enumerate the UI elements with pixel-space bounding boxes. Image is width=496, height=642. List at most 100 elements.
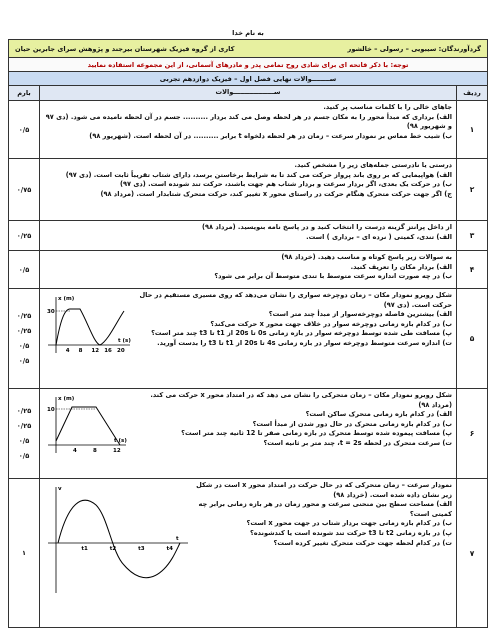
- graph-x-tick: 4: [66, 348, 70, 354]
- question-line: ب) شیب خط مماس بر نمودار سرعت – زمان در …: [89, 131, 452, 140]
- question-line: ت) در کدام لحظه جهت حرکت متحرک تغییر کرد…: [273, 538, 452, 547]
- question-row: ۲ درستی یا نادرستی جمله‌های زیر را مشخص ک…: [8, 158, 488, 220]
- row-number: ۵: [456, 289, 487, 388]
- graph-x-tick: t1: [81, 546, 88, 552]
- question-row: ۵ x (m) t (s) 30 4 8 12 16 20 شکل روبرو نمودار مک…: [8, 288, 488, 388]
- question-line: پ) مسافت پیموده شده توسط متحرک در بازه ز…: [181, 429, 452, 438]
- question: v t t1 t2 t3 t4 نمودار سرعت – زمان متحرکی که د…: [40, 479, 456, 627]
- score: ۰/۵: [18, 452, 30, 460]
- question-line: ت) اندازه سرعت متوسط دوچرخه سوار در بازه…: [157, 338, 452, 347]
- question-line: الف) در کدام بازه زمانی متحرک ساکن است؟: [305, 410, 452, 419]
- graph-x-tick: t2: [110, 546, 117, 552]
- curve: [57, 499, 181, 579]
- exam-title: ســــــــوالات نهایی فصل اول – فیزیک دوا…: [8, 71, 488, 85]
- row-number: ۲: [456, 159, 487, 220]
- col-number: ردیف: [456, 86, 487, 100]
- score: ۰/۵: [18, 437, 30, 445]
- graph-x-label: t (s): [114, 438, 127, 444]
- authors: گردآورندگان: سیبویی – رسولی – خالشور: [347, 44, 481, 53]
- curve: [55, 406, 121, 446]
- graph-x-label: t (s): [118, 338, 131, 344]
- question-line: ت) سرعت متحرک در لحظه t = 2s، چند متر بر…: [263, 438, 452, 447]
- col-questions: ســــــــــــــــــوالات: [215, 88, 281, 96]
- question: به سوالات زیر پاسخ کوتاه و مناسب دهید. (…: [40, 251, 456, 288]
- question-line: جاهای خالی را با کلمات مناسب پر کنید.: [323, 103, 452, 111]
- score: ۰/۲۵: [16, 327, 32, 335]
- graph-y-tick: 10: [47, 407, 55, 413]
- graph-y-label: v: [58, 486, 62, 492]
- scores: ۰/۵: [9, 251, 40, 288]
- graph: x (m) t (s) 30 4 8 12 16 20: [47, 296, 131, 354]
- curve: [55, 308, 125, 346]
- note: توجه: با ذکر فاتحه ای برای شادی روح تمام…: [8, 57, 488, 71]
- graph-x-tick: t4: [166, 546, 173, 552]
- score: ۰/۵: [18, 265, 30, 274]
- row-number: ۱: [456, 101, 487, 158]
- scores: ۰/۲۵ ۰/۲۵ ۰/۵ ۰/۵: [9, 389, 40, 478]
- question-line: پ) در بازه زمانی t2 تا t3 حرکت تند شونده…: [249, 528, 452, 537]
- question-row: ۱ جاهای خالی را با کلمات مناسب پر کنید. ال…: [8, 100, 488, 158]
- graph: v t t1 t2 t3 t4: [48, 486, 188, 593]
- question: x (m) t (s) 30 4 8 12 16 20 شکل روبرو نمودار مکا…: [40, 289, 456, 388]
- graph-x-tick: 4: [73, 448, 77, 454]
- group: کاری از گروه فیزیک شهرستان بیرجند و پژوه…: [15, 44, 235, 53]
- question-row: ۶ x (m) t (s) 10 4 8 12 شکل روبرو نمودار مکان –…: [8, 388, 488, 478]
- score: ۰/۵: [18, 357, 30, 365]
- column-header: ردیف ســــــــــــــــــوالات بارم: [8, 85, 488, 100]
- graph-x-tick: 16: [104, 348, 112, 354]
- scores: ۱: [9, 479, 40, 627]
- question-line: الف) بیشترین فاصله دوچرخه‌سوار از مبدأ چ…: [268, 310, 452, 319]
- question-line: الف) برداری که مبدأ محور را به مکان جسم …: [45, 112, 452, 131]
- graph-x-tick: t3: [138, 546, 145, 552]
- question-line: ب) در حرکت یک بعدی، اگر بردار سرعت و برد…: [119, 180, 452, 189]
- row-number: ۷: [456, 479, 487, 627]
- question-line: از داخل پرانتز گزینه درست را انتخاب کنید…: [202, 223, 452, 231]
- question-line: نمودار سرعت – زمان متحرکی که در حال حرکت…: [196, 481, 452, 499]
- scores: ۰/۷۵: [9, 159, 40, 220]
- question-line: ب) در کدام بازه زمانی دوچرخه سوار در خلا…: [210, 319, 452, 328]
- header-band: گردآورندگان: سیبویی – رسولی – خالشور کار…: [8, 39, 488, 57]
- graph: x (m) t (s) 10 4 8 12: [47, 396, 127, 454]
- question-line: پ) مسافت طی شده توسط دوچرخه سوار در بازه…: [151, 329, 452, 338]
- score: ۰/۲۵: [16, 312, 32, 320]
- question: از داخل پرانتز گزینه درست را انتخاب کنید…: [40, 221, 456, 250]
- question-line: الف) مساحت سطح بین منحنی سرعت و محور زما…: [198, 500, 452, 518]
- question-line: ب) در کدام بازه زمانی جهت بردار شتاب در …: [246, 519, 452, 528]
- question-line: درستی یا نادرستی جمله‌های زیر را مشخص کن…: [294, 161, 452, 169]
- question-row: ۴ به سوالات زیر پاسخ کوتاه و مناسب دهید. …: [8, 250, 488, 288]
- question-line: به سوالات زیر پاسخ کوتاه و مناسب دهید. (…: [281, 253, 452, 261]
- row-number: ۶: [456, 389, 487, 478]
- score: ۱: [21, 549, 27, 557]
- score: ۰/۲۵: [16, 407, 32, 415]
- question-line: الف) هواپیمایی که بر روی باند پرواز حرکت…: [65, 170, 452, 179]
- score: ۰/۵: [18, 125, 30, 134]
- question: درستی یا نادرستی جمله‌های زیر را مشخص کن…: [40, 159, 456, 220]
- graph-x-tick: 8: [79, 348, 83, 354]
- col-score: بارم: [9, 86, 40, 100]
- basmala: به نام خدا: [232, 28, 264, 37]
- question-line: الف) بردار مکان را تعریف کنید.: [350, 262, 452, 271]
- graph-x-tick: 8: [93, 448, 97, 454]
- graph-x-tick: 12: [113, 448, 121, 454]
- question-row: ۷ v t t1 t2 t3 t4 نمودار سرعت – زمان متحرکی که …: [8, 478, 488, 628]
- score: ۰/۵: [18, 342, 30, 350]
- question-line: شکل روبرو نمودار مکان – زمان متحرکی را ن…: [150, 391, 452, 409]
- graph-y-label: x (m): [58, 396, 75, 402]
- question: x (m) t (s) 10 4 8 12 شکل روبرو نمودار مکان – …: [40, 389, 456, 478]
- row-number: ۳: [456, 221, 487, 250]
- score: ۰/۷۵: [16, 185, 32, 194]
- question: جاهای خالی را با کلمات مناسب پر کنید. الف…: [40, 101, 456, 158]
- question-row: ۳ از داخل پرانتز گزینه درست را انتخاب کنی…: [8, 220, 488, 250]
- question-line: شکل روبرو نمودار مکان – زمان دوچرخه سوار…: [139, 291, 452, 309]
- scores: ۰/۲۵ ۰/۲۵ ۰/۵ ۰/۵: [9, 289, 40, 388]
- question-line: الف) تندی، کمیتی ( نرده ای – برداری ) اس…: [306, 232, 452, 241]
- graph-x-tick: 20: [117, 348, 125, 354]
- exam-sheet: به نام خدا گردآورندگان: سیبویی – رسولی –…: [8, 26, 488, 628]
- scores: ۰/۲۵: [9, 221, 40, 250]
- graph-y-label: x (m): [58, 296, 75, 302]
- question-line: ج) اگر جهت حرکت متحرک هنگام حرکت در راست…: [100, 189, 452, 198]
- graph-y-tick: 30: [47, 309, 55, 315]
- graph-x-tick: 12: [91, 348, 99, 354]
- score: ۰/۲۵: [16, 422, 32, 430]
- question-line: ب) در کدام بازه زمانی متحرک در حال دور ش…: [252, 419, 452, 428]
